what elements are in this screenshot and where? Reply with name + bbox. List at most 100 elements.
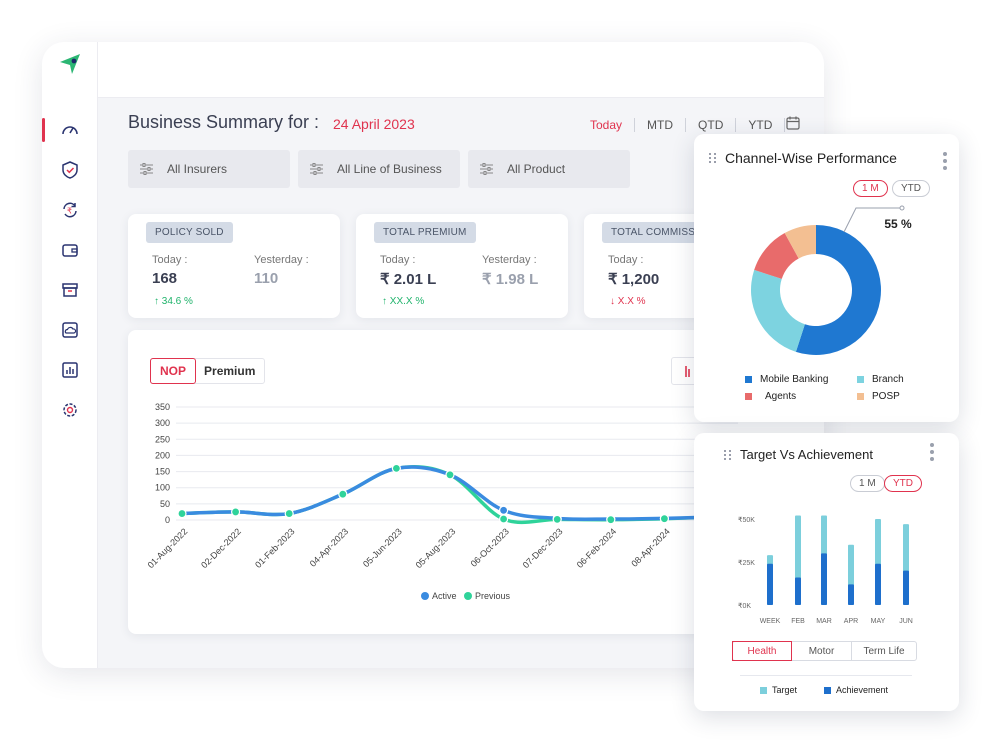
divider [784,118,786,132]
today-label: Today : [380,254,416,266]
legend-label: Previous [475,591,511,601]
sidebar-item-renewals[interactable]: ₹ [42,195,98,225]
stat-card-policy-sold: POLICY SOLD Today : 168 Yesterday : 110 … [128,214,340,318]
today-value: ₹ 1,200 [608,271,660,288]
legend-label: Achievement [836,685,889,695]
calendar-icon[interactable] [786,116,800,130]
x-tick-label: 01-Feb-2023 [253,526,297,570]
toggle-nop[interactable]: NOP [150,358,197,384]
x-tick-label: 04-Apr-2023 [308,526,350,568]
period-qtd[interactable]: QTD [698,118,724,132]
legend-label: Agents [765,391,797,402]
data-point-previous [338,489,348,499]
filter-product[interactable]: All Product [468,150,630,188]
period-ytd[interactable]: YTD [748,118,773,132]
y-tick-label: 50 [160,499,170,509]
y-tick-label: ₹25K [738,559,755,567]
period-mtd[interactable]: MTD [647,118,674,132]
drag-handle-icon[interactable] [709,153,717,163]
y-tick-label: ₹50K [738,516,755,524]
x-tick-label: JUN [899,618,913,625]
filter-1m[interactable]: 1 M [853,180,888,197]
legend-label: POSP [872,391,900,402]
sidebar-item-archive[interactable] [42,275,98,305]
stat-tag: POLICY SOLD [146,222,233,243]
x-tick-label: 01-Aug-2022 [146,526,190,570]
y-tick-label: 200 [155,450,170,460]
legend-agents: Agents [745,391,796,402]
x-tick-label: APR [844,618,858,625]
sidebar-item-settings[interactable] [42,395,98,425]
data-point-previous [499,514,509,524]
tab-term-life[interactable]: Term Life [863,645,905,657]
target-achievement-panel: Target Vs Achievement 1 M YTD ₹0K ₹25K ₹50… [694,433,959,711]
y-tick-label: 150 [155,467,170,477]
panel-title-row: Channel-Wise Performance [709,150,897,166]
speedometer-icon [62,126,78,135]
x-tick-label: 07-Dec-2023 [521,526,565,570]
period-selector: Today MTD QTD YTD [578,118,786,132]
x-tick-label: MAY [871,618,886,625]
data-point-previous [445,470,455,480]
wallet-icon [62,244,78,257]
legend-label: Active [432,591,457,601]
filter-ytd[interactable]: YTD [892,180,930,197]
legend-swatch [824,686,831,694]
x-tick-label: WEEK [760,618,781,625]
filter-sliders-icon [480,163,493,175]
legend-achievement: Achievement [824,685,888,695]
filter-ytd[interactable]: YTD [884,475,922,492]
data-point-previous [391,463,401,473]
rupee-cycle-icon: ₹ [63,202,77,218]
legend-posp: POSP [857,391,900,402]
today-value: ₹ 2.01 L [380,271,437,288]
toggle-premium[interactable]: Premium [204,364,256,378]
more-options-icon[interactable] [943,152,947,170]
legend-label: Mobile Banking [760,374,829,385]
change-indicator: ↑ 34.6 % [154,296,193,307]
legend-swatch [745,393,752,400]
sidebar-item-wallet[interactable] [42,235,98,265]
sidebar-item-cloud[interactable] [42,315,98,345]
yesterday-label: Yesterday : [482,254,537,266]
donut-slice-branch [751,269,805,352]
filter-line-of-business[interactable]: All Line of Business [298,150,460,188]
change-indicator: ↓ X.X % [610,296,646,307]
filter-insurers[interactable]: All Insurers [128,150,290,188]
donut-slice-mobile-banking [795,225,881,355]
legend-target: Target [760,685,797,695]
filter-sliders-icon [310,163,323,175]
stat-tag: TOTAL PREMIUM [374,222,476,243]
y-tick-label: 300 [155,418,170,428]
tab-health[interactable]: Health [732,641,792,661]
sidebar-item-policies[interactable] [42,155,98,185]
sidebar-item-reports[interactable] [42,355,98,385]
tab-motor[interactable]: Motor [792,642,852,660]
data-point-previous [659,514,670,524]
more-options-icon[interactable] [930,443,934,461]
donut-slice-posp [784,225,816,259]
legend-swatch [857,376,864,383]
legend-mobile-banking: Mobile Banking [745,374,828,385]
lob-tabs: Health Motor Term Life [732,641,917,661]
data-point-active [499,505,509,515]
stat-card-total-premium: TOTAL PREMIUM Today : ₹ 2.01 L Yesterday… [356,214,568,318]
data-point-previous [177,508,187,519]
data-point-previous [606,515,616,525]
legend-swatch [857,393,864,400]
y-tick-label: ₹0K [738,602,751,610]
legend-swatch [745,376,752,383]
x-tick-label: 06-Feb-2024 [575,526,619,570]
channel-donut-chart: 55 % [751,205,912,355]
top-bar [98,42,824,98]
yesterday-value: ₹ 1.98 L [482,271,539,288]
drag-handle-icon[interactable] [724,449,732,460]
annotation-label: 55 % [884,217,912,231]
panel-title: Channel-Wise Performance [725,150,897,166]
bar-achievement [795,577,801,605]
period-today[interactable]: Today [590,118,623,132]
cloud-window-icon [62,322,78,338]
sidebar-item-dashboard[interactable] [42,115,98,145]
metric-toggle: NOP Premium [150,358,266,384]
gear-icon [63,403,77,417]
